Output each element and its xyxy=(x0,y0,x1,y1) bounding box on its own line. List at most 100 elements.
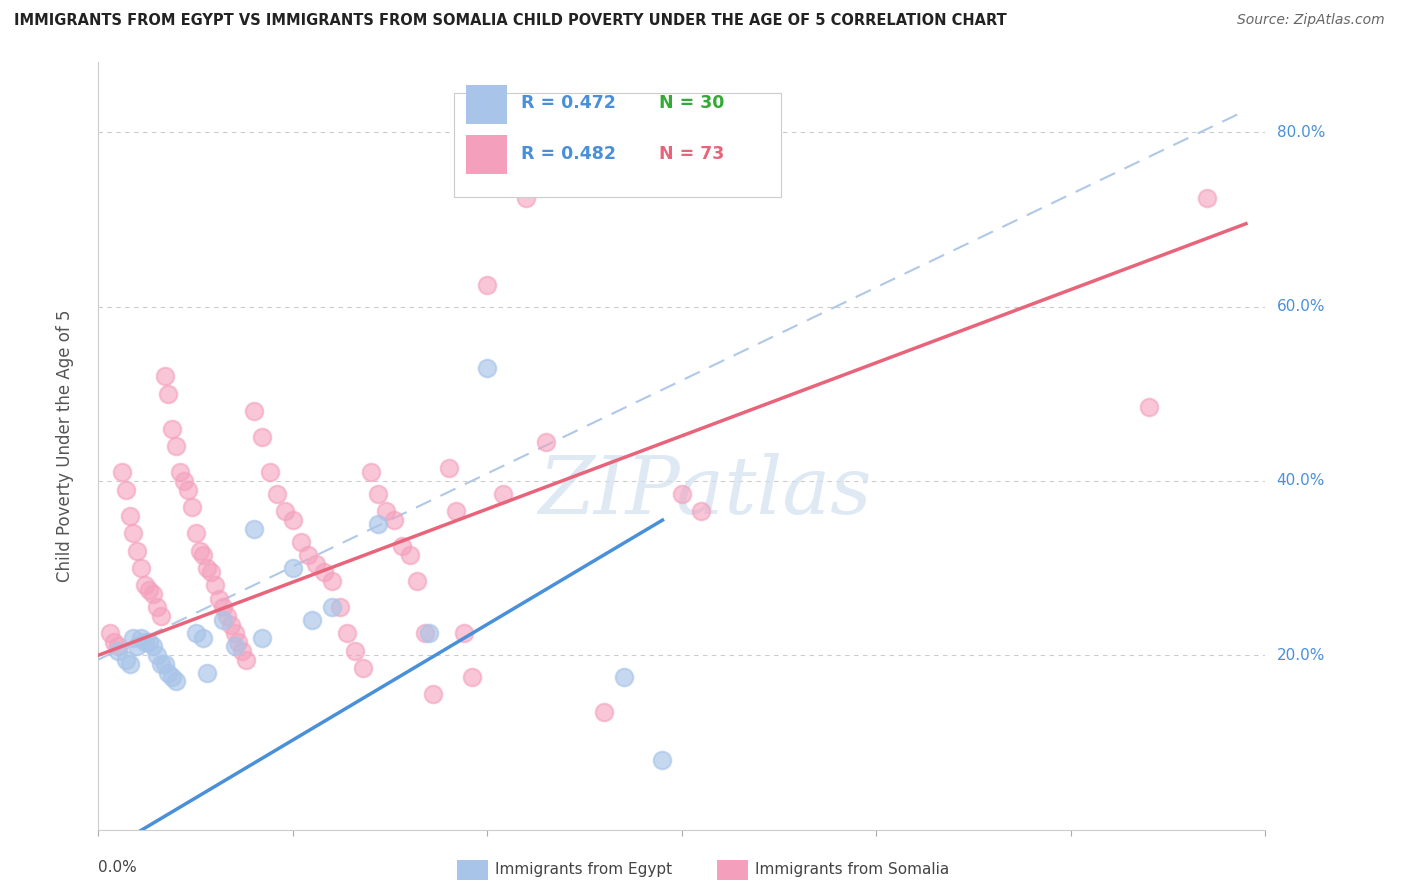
Point xyxy=(146,648,169,663)
Point xyxy=(305,557,328,571)
Point xyxy=(329,600,352,615)
Point xyxy=(250,631,273,645)
Point xyxy=(129,561,152,575)
Point xyxy=(453,626,475,640)
Point xyxy=(98,626,121,640)
Point xyxy=(162,670,184,684)
Point xyxy=(534,434,557,449)
Point xyxy=(129,631,152,645)
Point xyxy=(671,487,693,501)
Point xyxy=(250,430,273,444)
Point xyxy=(195,665,218,680)
Point xyxy=(228,635,250,649)
Text: 80.0%: 80.0% xyxy=(1277,125,1324,140)
Point xyxy=(422,688,444,702)
Text: R = 0.482: R = 0.482 xyxy=(520,145,616,163)
Point xyxy=(224,626,246,640)
Text: 0.0%: 0.0% xyxy=(98,860,138,875)
Point xyxy=(107,644,129,658)
Point xyxy=(321,600,343,615)
Point xyxy=(612,670,634,684)
Point xyxy=(134,578,156,592)
Point xyxy=(406,574,429,588)
Point xyxy=(138,635,160,649)
Point xyxy=(235,652,257,666)
Point xyxy=(266,487,288,501)
Text: N = 73: N = 73 xyxy=(658,145,724,163)
Point xyxy=(212,613,235,627)
Point xyxy=(1137,400,1160,414)
Point xyxy=(375,504,398,518)
Point xyxy=(149,609,172,624)
Point xyxy=(173,474,195,488)
Point xyxy=(274,504,297,518)
Point xyxy=(169,465,191,479)
Point xyxy=(122,631,145,645)
Point xyxy=(461,670,484,684)
Point xyxy=(142,587,165,601)
Point xyxy=(336,626,359,640)
Bar xyxy=(465,136,508,174)
Point xyxy=(114,652,136,666)
Text: N = 30: N = 30 xyxy=(658,94,724,112)
Point xyxy=(212,600,235,615)
Point xyxy=(413,626,436,640)
Bar xyxy=(465,86,508,124)
Point xyxy=(367,517,389,532)
Point xyxy=(208,591,231,606)
Y-axis label: Child Poverty Under the Age of 5: Child Poverty Under the Age of 5 xyxy=(56,310,75,582)
FancyBboxPatch shape xyxy=(454,93,782,197)
Point xyxy=(297,548,319,562)
Point xyxy=(103,635,125,649)
Point xyxy=(301,613,323,627)
Point xyxy=(114,483,136,497)
Point xyxy=(651,753,673,767)
Point xyxy=(243,404,266,418)
Point xyxy=(259,465,281,479)
Point xyxy=(146,600,169,615)
Point xyxy=(153,657,176,671)
Point xyxy=(127,640,149,654)
Point xyxy=(195,561,218,575)
Point xyxy=(184,626,207,640)
Point xyxy=(107,640,129,654)
Point xyxy=(382,513,405,527)
Point xyxy=(243,522,266,536)
Point xyxy=(127,543,149,558)
Point xyxy=(204,578,226,592)
Point xyxy=(690,504,713,518)
Point xyxy=(118,508,141,523)
Point xyxy=(446,504,468,518)
Point xyxy=(344,644,367,658)
Point xyxy=(118,657,141,671)
Point xyxy=(157,386,180,401)
Point xyxy=(188,543,211,558)
Point xyxy=(180,500,202,514)
Point xyxy=(593,705,616,719)
Point xyxy=(224,640,246,654)
Text: Source: ZipAtlas.com: Source: ZipAtlas.com xyxy=(1237,13,1385,28)
Point xyxy=(477,277,499,292)
Point xyxy=(367,487,389,501)
Point xyxy=(122,526,145,541)
Point xyxy=(360,465,382,479)
Point xyxy=(398,548,420,562)
Point xyxy=(437,460,460,475)
Point xyxy=(165,674,187,689)
Text: R = 0.472: R = 0.472 xyxy=(520,94,616,112)
Text: ZIPatlas: ZIPatlas xyxy=(538,453,872,531)
Text: Immigrants from Somalia: Immigrants from Somalia xyxy=(755,863,949,877)
Point xyxy=(219,617,242,632)
Point xyxy=(177,483,200,497)
Text: Immigrants from Egypt: Immigrants from Egypt xyxy=(495,863,672,877)
Point xyxy=(231,644,253,658)
Point xyxy=(193,548,215,562)
Point xyxy=(138,582,160,597)
Point xyxy=(1195,190,1218,204)
Point xyxy=(149,657,172,671)
Text: IMMIGRANTS FROM EGYPT VS IMMIGRANTS FROM SOMALIA CHILD POVERTY UNDER THE AGE OF : IMMIGRANTS FROM EGYPT VS IMMIGRANTS FROM… xyxy=(14,13,1007,29)
Point xyxy=(312,566,335,580)
Text: 20.0%: 20.0% xyxy=(1277,648,1324,663)
Point xyxy=(111,465,134,479)
Point xyxy=(492,487,515,501)
